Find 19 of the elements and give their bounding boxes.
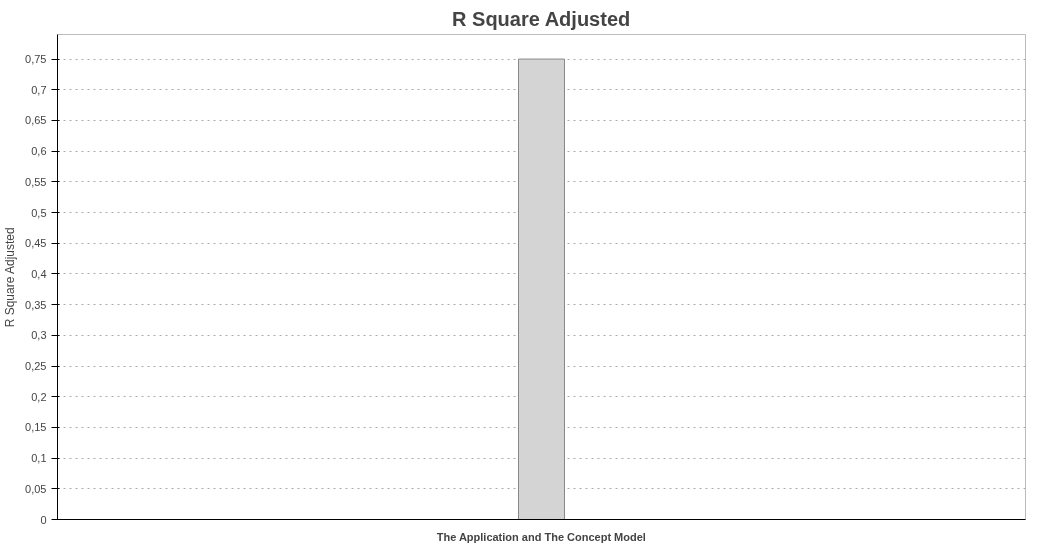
y-tick-label: 0,7 [31,83,47,96]
y-tick-label: 0,4 [31,267,47,280]
y-tick-label: 0,2 [31,390,47,403]
chart-title: R Square Adjusted [452,7,631,30]
y-tick-label: 0 [40,513,47,526]
y-tick-label: 0,55 [25,175,47,188]
y-tick-label: 0,6 [31,145,47,158]
y-axis-title: R Square Adjusted [3,227,18,328]
y-tick-label: 0,35 [25,298,47,311]
y-tick-label: 0,15 [25,421,47,434]
y-tick-label: 0,3 [31,329,47,342]
y-tick-label: 0,05 [25,482,47,495]
y-tick-label: 0,65 [25,114,47,127]
y-tick-label: 0,5 [31,206,47,219]
y-tick-label: 0,75 [25,53,47,66]
y-tick-label: 0,25 [25,360,47,373]
x-tick-label: The Application and The Concept Model [436,530,646,543]
y-tick-label: 0,1 [31,452,47,465]
y-tick-label: 0,45 [25,237,47,250]
